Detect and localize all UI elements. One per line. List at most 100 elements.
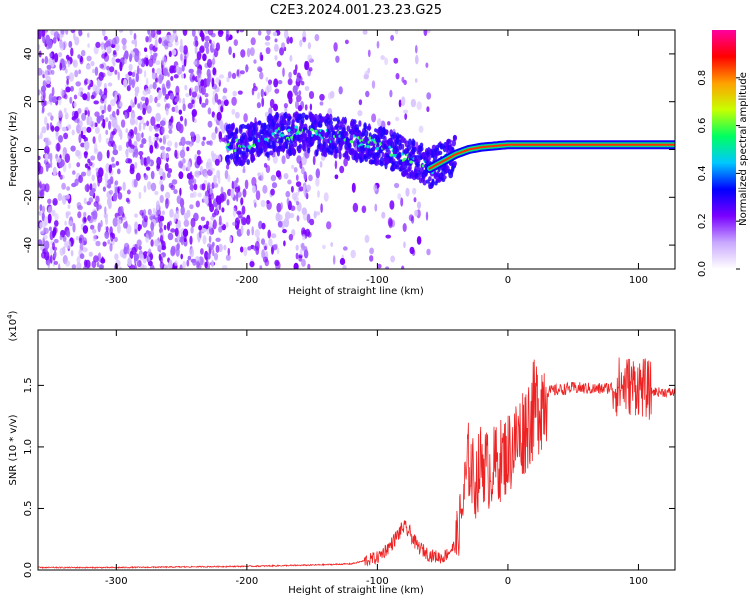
heatmap-cell xyxy=(333,42,338,52)
heatmap-cell xyxy=(288,71,292,79)
heatmap-cell xyxy=(167,140,173,147)
heatmap-cell xyxy=(156,156,162,166)
heatmap-cell xyxy=(397,152,402,158)
heatmap-cell xyxy=(93,148,99,155)
heatmap-cell xyxy=(94,126,100,134)
heatmap-cell xyxy=(235,129,239,134)
heatmap-cell xyxy=(168,34,174,44)
heatmap-cell xyxy=(261,97,265,108)
heatmap-cell xyxy=(186,259,190,267)
heatmap-cell xyxy=(145,77,149,86)
heatmap-cell xyxy=(171,179,178,185)
heatmap-cell xyxy=(308,91,315,99)
heatmap-cell xyxy=(251,176,257,187)
heatmap-cell xyxy=(442,175,447,180)
heatmap-cell xyxy=(90,121,96,129)
heatmap-cell xyxy=(149,215,154,221)
heatmap-cell xyxy=(42,234,48,240)
heatmap-cell xyxy=(134,92,138,97)
heatmap-cell xyxy=(142,124,146,130)
heatmap-cell xyxy=(66,230,71,238)
heatmap-cell xyxy=(274,38,278,43)
heatmap-cell xyxy=(303,249,309,259)
heatmap-cell xyxy=(257,120,262,125)
heatmap-cell xyxy=(204,250,209,260)
heatmap-cell xyxy=(208,193,212,204)
heatmap-cell xyxy=(179,187,182,196)
heatmap-cell xyxy=(83,79,88,86)
heatmap-cell xyxy=(149,94,153,104)
heatmap-cell xyxy=(86,116,90,126)
heatmap-cell xyxy=(134,52,140,63)
heatmap-cell xyxy=(133,178,138,188)
heatmap-cell xyxy=(74,118,80,123)
heatmap-cell xyxy=(216,111,222,121)
heatmap-cell xyxy=(307,263,311,269)
heatmap-cell xyxy=(256,102,261,109)
heatmap-cell xyxy=(70,47,74,57)
heatmap-cell xyxy=(114,180,119,186)
heatmap-cell xyxy=(160,175,163,180)
heatmap-cell xyxy=(214,93,219,103)
heatmap-cell xyxy=(286,197,290,206)
heatmap-cell xyxy=(385,129,389,135)
heatmap-cell xyxy=(281,155,286,165)
heatmap-cell xyxy=(102,241,107,247)
heatmap-cell xyxy=(319,93,325,101)
heatmap-cell xyxy=(44,145,50,155)
heatmap-cell xyxy=(271,246,274,255)
heatmap-cell xyxy=(192,178,197,185)
heatmap-cell xyxy=(240,246,244,253)
heatmap-cell xyxy=(227,188,232,196)
heatmap-cell xyxy=(136,239,142,247)
heatmap-cell xyxy=(199,96,202,105)
heatmap-cell xyxy=(225,254,231,261)
heatmap-cell xyxy=(201,183,206,191)
heatmap-cell xyxy=(55,157,62,163)
heatmap-cell xyxy=(402,223,407,232)
heatmap-cell xyxy=(300,116,305,124)
heatmap-cell xyxy=(199,45,205,53)
heatmap-cell xyxy=(119,130,123,141)
heatmap-cell xyxy=(294,125,299,129)
heatmap-cell xyxy=(215,206,219,216)
heatmap-cell xyxy=(133,48,139,53)
heatmap-cell xyxy=(38,155,41,160)
heatmap-cell xyxy=(276,60,282,67)
heatmap-cell xyxy=(39,230,45,235)
heatmap-cell xyxy=(285,190,291,198)
heatmap-cell xyxy=(60,88,64,97)
heatmap-cell xyxy=(180,236,184,246)
heatmap-cell xyxy=(134,161,138,169)
heatmap-cell xyxy=(182,103,186,112)
heatmap-cell xyxy=(150,116,156,127)
heatmap-cell xyxy=(94,66,99,76)
heatmap-cell xyxy=(67,60,71,68)
heatmap-cell xyxy=(107,178,113,185)
heatmap-cell xyxy=(296,77,300,82)
heatmap-cell xyxy=(201,86,206,95)
heatmap-cell xyxy=(264,41,271,46)
heatmap-cell xyxy=(133,263,137,269)
heatmap-cell xyxy=(234,186,240,193)
heatmap-cell xyxy=(288,233,294,241)
heatmap-cell xyxy=(180,136,186,147)
heatmap-cell xyxy=(119,101,123,108)
heatmap-cell xyxy=(290,205,296,211)
heatmap-cell xyxy=(84,163,89,169)
heatmap-cell xyxy=(127,257,132,267)
heatmap-cell xyxy=(260,88,264,98)
heatmap-cell xyxy=(97,151,103,162)
heatmap-cell xyxy=(90,224,95,230)
heatmap-cell xyxy=(295,201,300,206)
heatmap-cell xyxy=(133,253,139,262)
heatmap-cell xyxy=(197,30,201,34)
heatmap-cell xyxy=(403,241,406,249)
heatmap-cell xyxy=(426,154,431,162)
heatmap-cell xyxy=(66,194,70,200)
colorbar-tick-label: 0.2 xyxy=(697,213,708,229)
heatmap-cell xyxy=(47,112,53,117)
heatmap-cell xyxy=(226,199,230,206)
heatmap-cell xyxy=(50,30,56,36)
heatmap-cell xyxy=(287,78,293,86)
